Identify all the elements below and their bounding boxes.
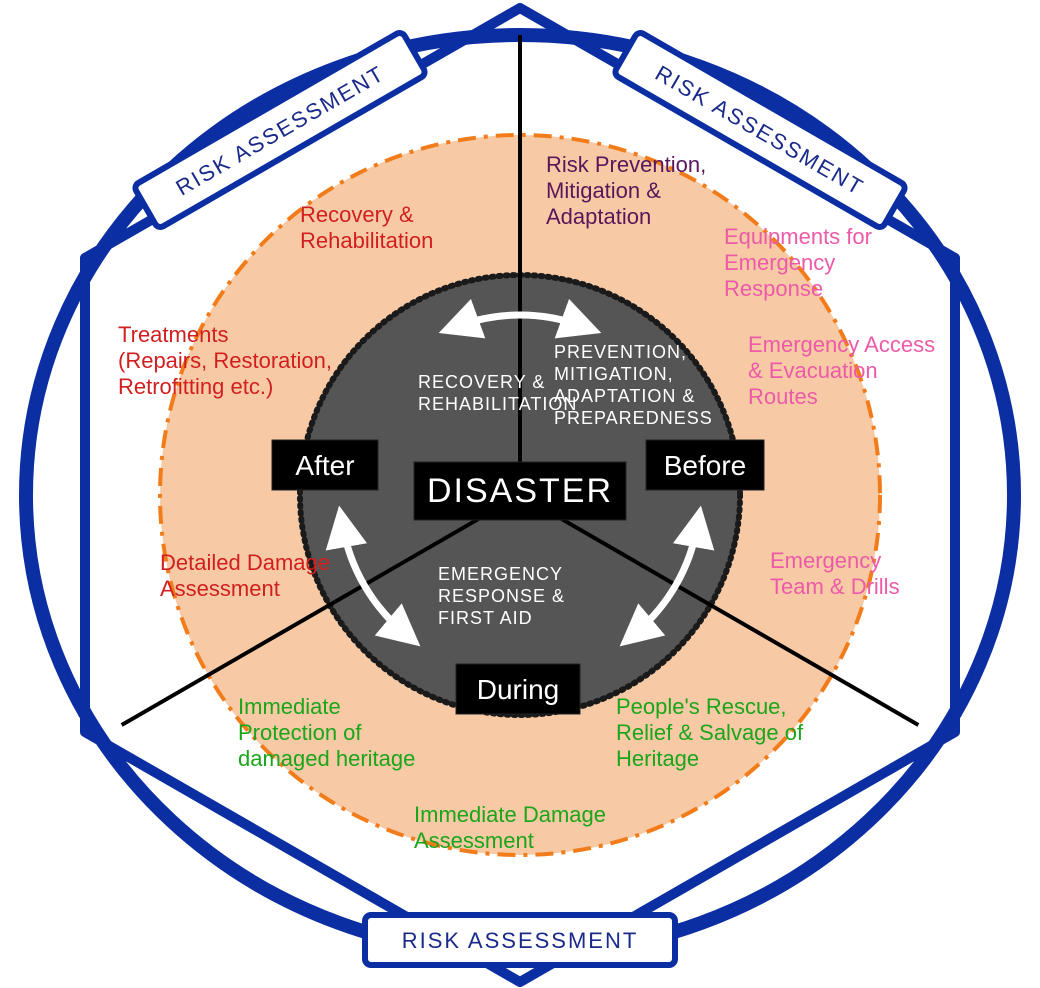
phase-label-after: After bbox=[295, 450, 354, 481]
annotation-before-0: Equipments forEmergencyResponse bbox=[724, 224, 872, 301]
risk-assessment-label: RISK ASSESSMENT bbox=[402, 928, 639, 953]
disaster-cycle-diagram: RECOVERY &REHABILITATIONPREVENTION,MITIG… bbox=[0, 0, 1040, 988]
annotation-after-0: Recovery &Rehabilitation bbox=[300, 202, 433, 253]
risk-assessment-box: RISK ASSESSMENT bbox=[365, 915, 675, 965]
phase-label-during: During bbox=[477, 674, 559, 705]
center-label: DISASTER bbox=[427, 472, 613, 510]
annotation-before-2: EmergencyTeam & Drills bbox=[770, 548, 900, 599]
phase-label-before: Before bbox=[664, 450, 747, 481]
